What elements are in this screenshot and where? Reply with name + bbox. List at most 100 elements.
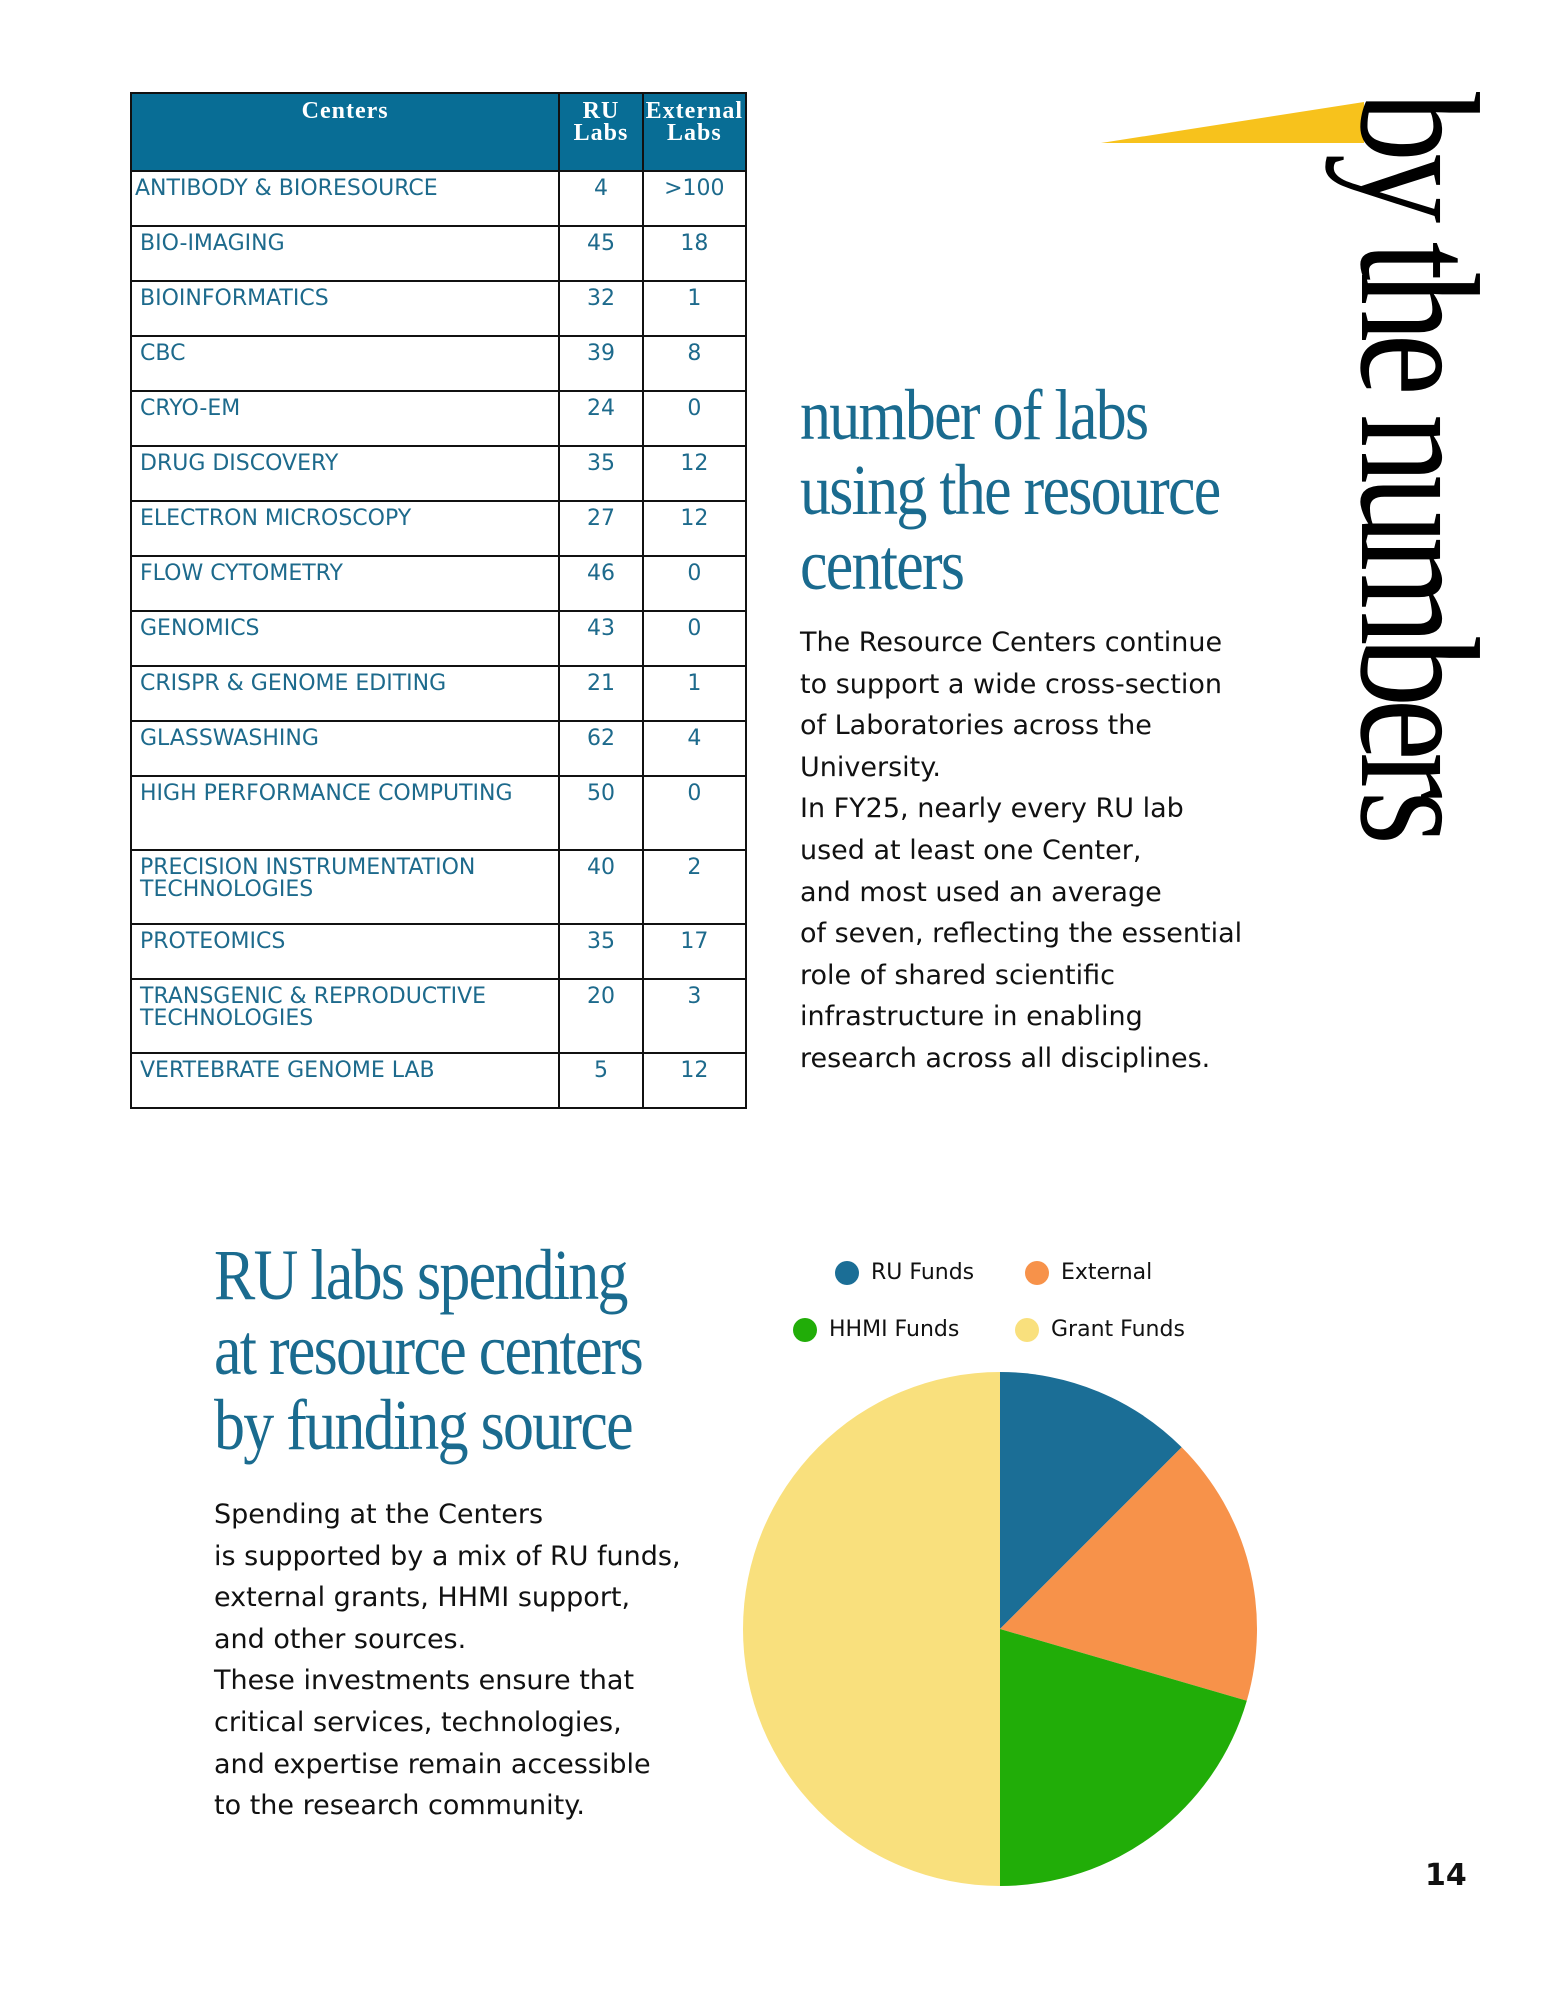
center-cell: DRUG DISCOVERY — [129, 445, 561, 502]
pie-slice-grant-funds — [743, 1372, 1000, 1886]
ru-labs-cell: 21 — [558, 665, 644, 722]
heading-line: number of labs — [800, 375, 1149, 455]
external-labs-cell: 1 — [641, 665, 748, 722]
legend-label: Grant Funds — [1051, 1317, 1185, 1342]
body-line: is supported by a mix of RU funds, — [214, 1540, 681, 1572]
ru-labs-cell: 45 — [558, 225, 644, 282]
external-labs-cell: >100 — [641, 170, 748, 227]
external-labs-cell: 0 — [641, 555, 748, 612]
ru-labs-cell: 46 — [558, 555, 644, 612]
header-centers: Centers — [129, 92, 561, 172]
body-line: external grants, HHMI support, — [214, 1582, 631, 1614]
external-labs-cell: 0 — [641, 610, 748, 667]
external-labs-cell: 12 — [641, 1052, 748, 1109]
external-labs-cell: 0 — [641, 775, 748, 851]
table-row: DRUG DISCOVERY 35 12 — [129, 445, 748, 502]
table-row: GENOMICS 43 0 — [129, 610, 748, 667]
body-line: and most used an average — [800, 876, 1162, 908]
heading-line: by funding source — [214, 1385, 634, 1465]
ru-labs-cell: 35 — [558, 445, 644, 502]
body-line: to the research community. — [214, 1790, 585, 1822]
body-line: Spending at the Centers — [214, 1499, 544, 1530]
ru-labs-cell: 43 — [558, 610, 644, 667]
legend-swatch — [835, 1260, 859, 1285]
external-labs-cell: 18 — [641, 225, 748, 282]
center-cell: ELECTRON MICROSCOPY — [129, 500, 561, 557]
body-line: critical services, technologies, — [214, 1706, 622, 1738]
table-row: VERTEBRATE GENOME LAB 5 12 — [129, 1052, 748, 1109]
table-row: PRECISION INSTRUMENTATION TECHNOLOGIES 40… — [129, 849, 748, 925]
table-row: PROTEOMICS 35 17 — [129, 923, 748, 980]
external-labs-cell: 12 — [641, 445, 748, 502]
labs-body-text: The Resource Centers continue to support … — [800, 622, 1242, 1080]
center-cell: TRANSGENIC & REPRODUCTIVE TECHNOLOGIES — [129, 978, 561, 1054]
ru-labs-cell: 39 — [558, 335, 644, 392]
table-row: CRISPR & GENOME EDITING 21 1 — [129, 665, 748, 722]
heading-line: centers — [800, 525, 965, 605]
ru-labs-cell: 4 — [558, 170, 644, 227]
body-line: to support a wide cross-section — [800, 668, 1222, 700]
legend-item-ru-funds: RU Funds — [835, 1260, 974, 1285]
table-row: BIO-IMAGING 45 18 — [129, 225, 748, 282]
table-header-row: Centers RU Labs External Labs — [129, 92, 748, 172]
header-ru-labs: RU Labs — [558, 92, 644, 172]
external-labs-cell: 0 — [641, 390, 748, 447]
center-cell: PROTEOMICS — [129, 923, 561, 980]
legend-item-hhmi-funds: HHMI Funds — [793, 1317, 959, 1342]
center-cell: PRECISION INSTRUMENTATION TECHNOLOGIES — [129, 849, 561, 925]
body-line: University. — [800, 751, 941, 783]
table-row: HIGH PERFORMANCE COMPUTING 50 0 — [129, 775, 748, 851]
body-line: research across all disciplines. — [800, 1042, 1211, 1074]
spending-body-text: Spending at the Centers is supported by a… — [214, 1494, 681, 1827]
body-line: and expertise remain accessible — [214, 1748, 651, 1780]
body-line: role of shared scientific — [800, 959, 1115, 991]
spending-heading: RU labs spending at resource centers by … — [214, 1238, 644, 1465]
heading-line: using the resource — [800, 450, 1221, 530]
table-row: GLASSWASHING 62 4 — [129, 720, 748, 777]
ru-labs-cell: 20 — [558, 978, 644, 1054]
heading-line: at resource centers — [214, 1310, 644, 1390]
body-line: In FY25, nearly every RU lab — [800, 793, 1184, 825]
legend-item-grant-funds: Grant Funds — [1015, 1317, 1185, 1342]
legend-label: HHMI Funds — [829, 1317, 960, 1342]
legend-item-external: External — [1025, 1260, 1152, 1285]
center-cell: CRYO-EM — [129, 390, 561, 447]
external-labs-cell: 3 — [641, 978, 748, 1054]
table-row: CRYO-EM 24 0 — [129, 390, 748, 447]
labs-heading: number of labs using the resource center… — [800, 375, 1221, 605]
table-row: CBC 39 8 — [129, 335, 748, 392]
center-cell: HIGH PERFORMANCE COMPUTING — [129, 775, 561, 851]
center-cell: BIOINFORMATICS — [129, 280, 561, 337]
pie-slice-hhmi-funds — [1000, 1629, 1247, 1886]
table-row: FLOW CYTOMETRY 46 0 — [129, 555, 748, 612]
body-line: infrastructure in enabling — [800, 1001, 1143, 1033]
page-number: 14 — [1425, 1858, 1467, 1893]
legend-label: RU Funds — [871, 1260, 975, 1285]
legend-swatch — [1015, 1317, 1039, 1342]
body-line: These investments ensure that — [214, 1665, 635, 1697]
ru-labs-cell: 50 — [558, 775, 644, 851]
external-labs-cell: 17 — [641, 923, 748, 980]
labs-table: Centers RU Labs External Labs ANTIBODY &… — [129, 92, 748, 1109]
external-labs-cell: 12 — [641, 500, 748, 557]
center-cell: ANTIBODY & BIORESOURCE — [129, 170, 561, 227]
center-cell: GENOMICS — [129, 610, 561, 667]
ru-labs-cell: 35 — [558, 923, 644, 980]
body-line: The Resource Centers continue — [800, 627, 1223, 658]
body-line: used at least one Center, — [800, 834, 1142, 866]
external-labs-cell: 4 — [641, 720, 748, 777]
ru-labs-cell: 24 — [558, 390, 644, 447]
center-cell: BIO-IMAGING — [129, 225, 561, 282]
ru-labs-cell: 62 — [558, 720, 644, 777]
pie-slice-ru-funds — [1000, 1372, 1182, 1629]
legend-swatch — [1025, 1260, 1049, 1285]
external-labs-cell: 1 — [641, 280, 748, 337]
center-cell: VERTEBRATE GENOME LAB — [129, 1052, 561, 1109]
ru-labs-cell: 27 — [558, 500, 644, 557]
table-row: ELECTRON MICROSCOPY 27 12 — [129, 500, 748, 557]
ru-labs-cell: 32 — [558, 280, 644, 337]
yellow-wedge-decoration — [1101, 102, 1364, 143]
external-labs-cell: 2 — [641, 849, 748, 925]
table-row: BIOINFORMATICS 32 1 — [129, 280, 748, 337]
